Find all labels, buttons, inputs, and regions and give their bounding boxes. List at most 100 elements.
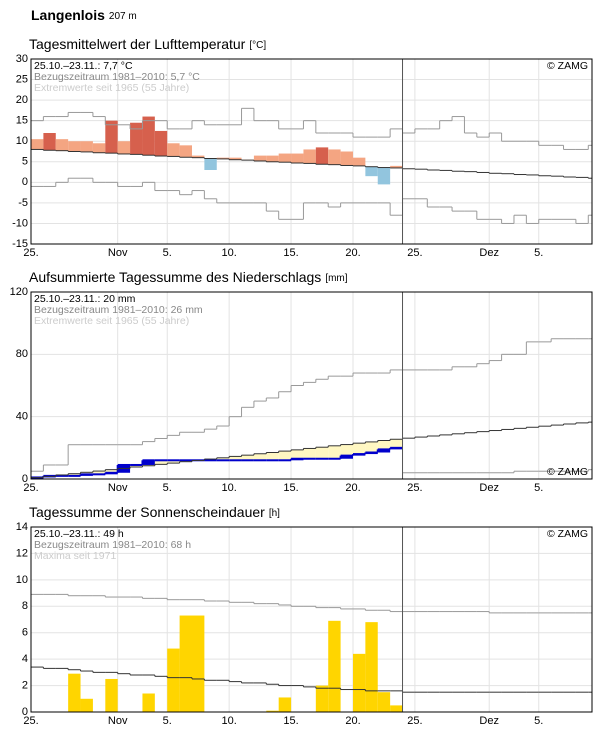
x-tick-label: 20. bbox=[345, 482, 360, 494]
bar bbox=[328, 620, 341, 712]
x-tick-label: Dez bbox=[479, 482, 499, 494]
credit: © ZAMG bbox=[547, 60, 588, 72]
plot-frame bbox=[30, 526, 593, 713]
deficit-area bbox=[105, 469, 118, 473]
note: 25.10.–23.11.: 20 mm bbox=[34, 293, 136, 305]
station-name: Langenlois bbox=[31, 7, 105, 23]
daily-increment bbox=[340, 455, 353, 459]
deficit-area bbox=[154, 460, 168, 465]
bar bbox=[68, 673, 81, 712]
x-tick-label: 25. bbox=[23, 715, 38, 727]
x-tick-label: 15. bbox=[283, 247, 298, 259]
bar bbox=[352, 157, 366, 166]
x-tick-label: Dez bbox=[479, 247, 499, 259]
y-tick-label: 8 bbox=[22, 600, 28, 612]
bar bbox=[229, 157, 242, 160]
x-tick-label: 10. bbox=[221, 715, 236, 727]
y-tick-label: 4 bbox=[22, 653, 28, 665]
bar bbox=[253, 155, 267, 161]
deficit-area bbox=[167, 460, 180, 464]
plot-area bbox=[31, 292, 592, 479]
y-tick-label: 12 bbox=[16, 547, 28, 559]
bar bbox=[167, 143, 180, 157]
header: Langenlois 207 m bbox=[31, 7, 137, 23]
bar bbox=[365, 622, 378, 712]
x-tick-label: 25. bbox=[407, 247, 422, 259]
title-text: Tagesmittelwert der Lufttemperatur bbox=[29, 36, 246, 52]
plot-area bbox=[31, 59, 592, 244]
y-tick-label: 80 bbox=[16, 348, 28, 360]
x-tick-label: 15. bbox=[283, 482, 298, 494]
title-unit: [°C] bbox=[249, 40, 266, 51]
note: Extremwerte seit 1965 (55 Jahre) bbox=[34, 315, 189, 327]
deficit-area bbox=[352, 443, 366, 455]
y-tick-label: -15 bbox=[12, 238, 28, 250]
bar bbox=[365, 166, 378, 177]
y-tick-label: 2 bbox=[22, 679, 28, 691]
plot-frame bbox=[30, 291, 593, 480]
bar bbox=[266, 155, 279, 162]
bar bbox=[390, 705, 403, 712]
bar bbox=[340, 151, 353, 166]
note: Extremwerte seit 1965 (55 Jahre) bbox=[34, 82, 189, 94]
x-tick-label: 5. bbox=[163, 715, 172, 727]
x-tick-label: 5. bbox=[163, 247, 172, 259]
bar bbox=[278, 153, 292, 163]
credit: © ZAMG bbox=[547, 466, 588, 478]
bar bbox=[92, 143, 106, 153]
station-elevation: 207 m bbox=[109, 11, 137, 22]
credit: © ZAMG bbox=[547, 528, 588, 540]
y-tick-label: 5 bbox=[22, 156, 28, 168]
deficit-area bbox=[253, 453, 267, 461]
plot-frame bbox=[30, 58, 593, 245]
y-tick-label: 14 bbox=[16, 521, 28, 533]
bar bbox=[105, 120, 118, 154]
y-tick-label: 15 bbox=[16, 115, 28, 127]
y-tick-label: 20 bbox=[16, 94, 28, 106]
deficit-area bbox=[92, 471, 106, 475]
bar bbox=[266, 710, 279, 712]
deficit-area bbox=[68, 473, 81, 476]
y-tick-label: 0 bbox=[22, 176, 28, 188]
deficit-area bbox=[266, 452, 279, 461]
bar bbox=[278, 697, 292, 712]
title-unit: [h] bbox=[269, 508, 280, 519]
x-tick-label: 25. bbox=[23, 482, 38, 494]
note: Bezugszeitraum 1981–2010: 5,7 °C bbox=[34, 71, 200, 83]
x-tick-label: Nov bbox=[108, 715, 128, 727]
deficit-area bbox=[229, 456, 242, 461]
y-tick-label: 30 bbox=[16, 53, 28, 65]
deficit-area bbox=[241, 455, 254, 461]
deficit-area bbox=[340, 444, 353, 456]
x-tick-label: 25. bbox=[407, 715, 422, 727]
bar bbox=[142, 693, 155, 712]
bar bbox=[377, 692, 391, 712]
x-tick-label: 25. bbox=[407, 482, 422, 494]
bar bbox=[117, 141, 131, 154]
x-tick-label: 5. bbox=[534, 247, 543, 259]
y-tick-label: 10 bbox=[16, 574, 28, 586]
x-tick-label: 25. bbox=[23, 247, 38, 259]
note: Maxima seit 1971 bbox=[34, 550, 116, 562]
x-tick-label: 5. bbox=[534, 482, 543, 494]
bar bbox=[31, 139, 44, 150]
bar bbox=[179, 145, 192, 158]
bar bbox=[179, 615, 192, 712]
y-tick-label: 25 bbox=[16, 73, 28, 85]
plot-area bbox=[31, 527, 592, 712]
deficit-area bbox=[216, 457, 230, 461]
deficit-area bbox=[80, 472, 93, 475]
bar bbox=[43, 133, 56, 151]
deficit-area bbox=[377, 440, 391, 450]
deficit-area bbox=[315, 447, 329, 459]
bar bbox=[352, 653, 366, 712]
note: 25.10.–23.11.: 7,7 °C bbox=[34, 60, 133, 72]
y-tick-label: 0 bbox=[22, 706, 28, 718]
y-tick-label: 0 bbox=[22, 473, 28, 485]
bar bbox=[216, 157, 230, 159]
daily-increment bbox=[142, 460, 155, 465]
bar bbox=[142, 116, 155, 156]
bar bbox=[377, 167, 391, 185]
daily-increment bbox=[377, 449, 391, 453]
